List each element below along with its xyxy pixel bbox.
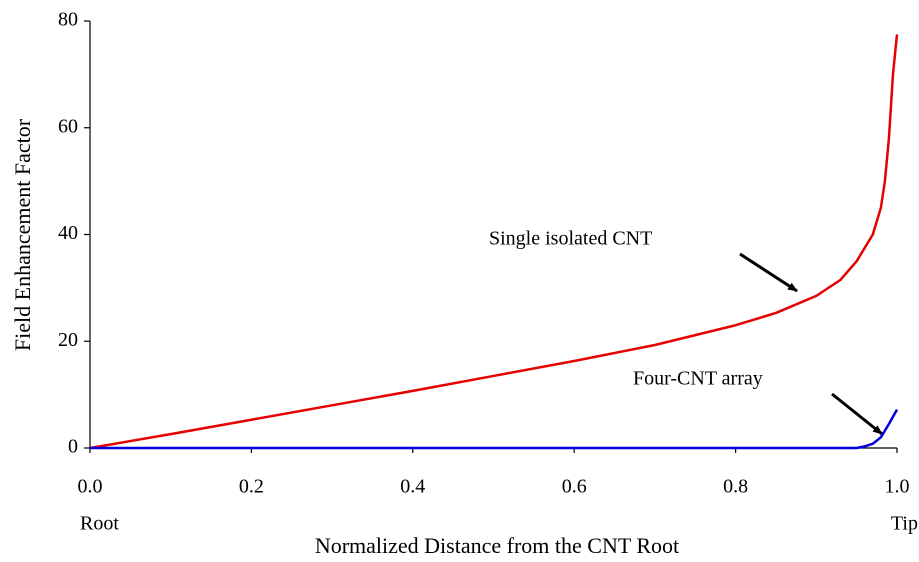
y-tick-label: 0 xyxy=(68,436,78,458)
x-tick-label: 0.6 xyxy=(562,476,587,498)
annotation-arrow xyxy=(739,252,798,293)
series-label: Four-CNT array xyxy=(633,368,763,390)
series-label: Single isolated CNT xyxy=(489,228,652,250)
data-line xyxy=(90,408,899,450)
x-tick-label: 0.8 xyxy=(723,476,748,498)
data-line xyxy=(89,34,899,450)
x-axis-label: Normalized Distance from the CNT Root xyxy=(315,533,679,558)
x-tick-label: 0.4 xyxy=(400,476,425,498)
annotation-arrow xyxy=(831,392,883,436)
x-tick-label: 1.0 xyxy=(885,476,910,498)
y-tick-label: 80 xyxy=(58,9,78,31)
x-end-label: Tip xyxy=(891,513,918,535)
y-tick-label: 40 xyxy=(58,222,78,244)
x-start-label: Root xyxy=(80,513,119,535)
y-axis-label: Field Enhancement Factor xyxy=(10,118,35,351)
y-tick-label: 60 xyxy=(58,115,78,137)
x-tick-label: 0.0 xyxy=(78,476,103,498)
y-tick-label: 20 xyxy=(58,329,78,351)
x-tick-label: 0.2 xyxy=(239,476,264,498)
